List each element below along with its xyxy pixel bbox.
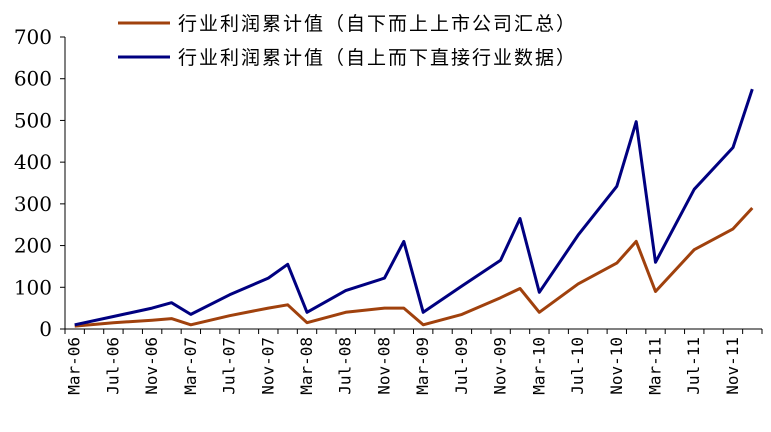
x-tick-label: Mar-08 — [297, 337, 316, 395]
x-tick-label: Jul-10 — [568, 337, 587, 395]
y-tick-label: 400 — [14, 150, 52, 174]
axes: 0 100 200 300 400 500 600 700 Mar-06 Jul-06 Nov-06… — [14, 25, 763, 395]
x-tick-label: Jul-11 — [684, 337, 703, 395]
x-tick-label: Jul-06 — [103, 337, 122, 395]
y-tick-label: 0 — [39, 317, 52, 341]
x-tick-label: Mar-07 — [181, 337, 200, 395]
x-tick-label: Nov-06 — [142, 337, 161, 395]
legend: 行业利润累计值（自下而上上市公司汇总） 行业利润累计值（自上而下直接行业数据） — [118, 13, 577, 69]
x-tick-label: Jul-07 — [220, 337, 239, 395]
x-tick-label: Mar-06 — [65, 337, 84, 395]
x-tick-label: Mar-09 — [413, 337, 432, 395]
x-tick-label: Nov-09 — [491, 337, 510, 395]
x-tick-label: Jul-08 — [336, 337, 355, 395]
x-tick-label: Nov-08 — [374, 337, 393, 395]
y-tick-label: 700 — [14, 25, 52, 49]
x-tick-label: Jul-09 — [452, 337, 471, 395]
y-tick-label: 100 — [14, 275, 52, 299]
x-tick-label: Nov-10 — [607, 337, 626, 395]
x-tick-label: Mar-11 — [646, 337, 665, 395]
series-lines — [74, 88, 754, 328]
y-tick-label: 200 — [14, 234, 52, 258]
y-tick-label: 300 — [14, 192, 52, 216]
legend-label-industry-profit: 行业利润累计值（自上而下直接行业数据） — [178, 47, 577, 69]
series-line-listed-company-profit — [74, 206, 754, 328]
x-tick-label: Nov-07 — [258, 337, 277, 395]
x-tick-label: Nov-11 — [723, 337, 742, 395]
x-tick-label: Mar-10 — [529, 337, 548, 395]
series-line-industry-profit — [74, 88, 754, 327]
y-tick-label: 500 — [14, 108, 52, 132]
y-tick-label: 600 — [14, 67, 52, 91]
legend-label-listed-company-profit: 行业利润累计值（自下而上上市公司汇总） — [178, 13, 577, 35]
